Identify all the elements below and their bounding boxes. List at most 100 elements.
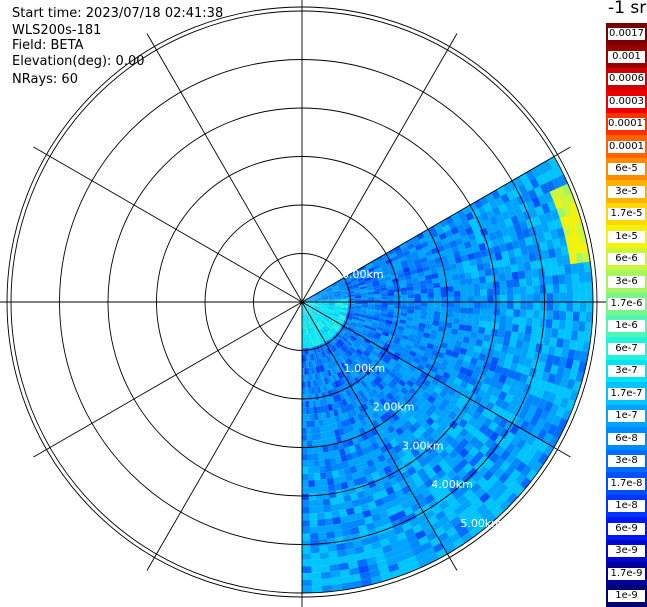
range-gate-cell (324, 324, 331, 331)
range-gate-cell (556, 256, 565, 267)
range-gate-cell (311, 393, 316, 401)
range-gate-cell (510, 197, 520, 209)
range-gate-cell (371, 388, 379, 396)
range-gate-cell (320, 343, 326, 351)
range-gate-cell (305, 348, 308, 355)
range-gate-cell (445, 526, 458, 538)
range-gate-cell (430, 378, 440, 387)
range-gate-cell (315, 315, 322, 322)
range-gate-cell (385, 433, 395, 443)
range-gate-cell (421, 430, 431, 440)
range-gate-cell (493, 288, 501, 296)
range-gate-cell (545, 319, 553, 329)
range-gate-cell (334, 297, 342, 300)
range-gate-cell (562, 225, 572, 237)
range-gate-cell (387, 305, 395, 309)
range-gate-cell (492, 281, 500, 289)
range-gate-cell (371, 395, 380, 404)
range-gate-cell (404, 253, 413, 260)
range-gate-cell (321, 298, 329, 300)
range-gate-cell (305, 314, 309, 322)
range-gate-cell (414, 368, 423, 376)
range-gate-cell (319, 371, 324, 380)
range-gate-cell (319, 558, 330, 566)
range-gate-cell (400, 312, 408, 317)
range-gate-cell (435, 261, 444, 269)
range-gate-cell (425, 319, 433, 326)
range-gate-cell (482, 417, 493, 428)
range-gate-cell (382, 270, 391, 276)
range-gate-cell (531, 326, 539, 336)
range-gate-cell (395, 249, 404, 256)
colorbar-tick-label: 6e-6 (608, 253, 645, 266)
range-gate-cell (316, 512, 325, 520)
range-gate-cell (534, 224, 544, 235)
range-gate-cell (369, 534, 380, 544)
range-gate-cell (401, 521, 413, 532)
range-gate-cell (321, 350, 327, 358)
range-gate-cell (362, 340, 370, 347)
range-gate-cell (307, 296, 315, 300)
range-gate-cell (380, 264, 388, 270)
range-gate-cell (430, 268, 438, 275)
range-gate-cell (434, 340, 442, 348)
range-gate-cell (433, 454, 444, 465)
range-gate-cell (311, 433, 317, 441)
range-gate-cell (333, 288, 340, 292)
range-gate-cell (326, 537, 337, 546)
range-gate-cell (344, 541, 355, 550)
range-gate-cell (351, 580, 363, 589)
range-gate-cell (393, 245, 402, 253)
range-gate-cell (364, 277, 372, 282)
range-gate-cell (338, 315, 346, 320)
range-gate-cell (371, 456, 381, 466)
range-gate-cell (508, 338, 517, 348)
range-gate-cell (325, 287, 333, 292)
range-gate-cell (306, 314, 309, 321)
range-gate-cell (337, 556, 348, 565)
range-gate-cell (318, 312, 325, 317)
range-gate-cell (462, 374, 472, 384)
range-gate-cell (308, 300, 316, 302)
range-gate-cell (358, 335, 366, 341)
range-gate-cell (337, 340, 344, 347)
range-gate-cell (412, 545, 424, 556)
range-gate-cell (358, 281, 366, 286)
range-gate-cell (531, 197, 542, 209)
range-gate-cell (468, 217, 478, 227)
range-gate-cell (492, 206, 502, 217)
range-gate-cell (513, 176, 525, 188)
range-gate-cell (337, 468, 346, 477)
range-gate-cell (311, 326, 316, 333)
range-gate-cell (361, 370, 369, 379)
range-gate-cell (343, 343, 350, 350)
range-gate-cell (549, 229, 559, 240)
range-gate-cell (385, 374, 394, 382)
range-gate-cell (451, 351, 460, 359)
range-gate-cell (392, 547, 404, 557)
range-gate-cell (378, 351, 387, 358)
range-gate-cell (340, 290, 348, 294)
range-gate-cell (331, 336, 338, 343)
range-gate-cell (384, 354, 392, 362)
range-gate-cell (565, 399, 576, 412)
range-gate-cell (515, 230, 525, 241)
range-gate-cell (384, 322, 392, 328)
range-gate-cell (323, 404, 330, 412)
range-gate-cell (317, 330, 322, 338)
range-gate-cell (507, 386, 517, 397)
range-gate-cell (579, 282, 587, 293)
range-gate-cell (523, 261, 532, 271)
range-gate-cell (380, 287, 388, 292)
range-gate-cell (365, 473, 374, 483)
range-gate-cell (305, 307, 310, 313)
range-gate-cell (339, 385, 346, 393)
range-gate-cell (304, 321, 306, 329)
range-gate-cell (433, 407, 443, 417)
range-gate-cell (570, 263, 579, 274)
range-gate-cell (333, 483, 342, 491)
range-gate-cell (366, 315, 374, 320)
range-gate-cell (308, 394, 313, 401)
range-gate-cell (500, 227, 510, 237)
range-gate-cell (457, 353, 466, 361)
